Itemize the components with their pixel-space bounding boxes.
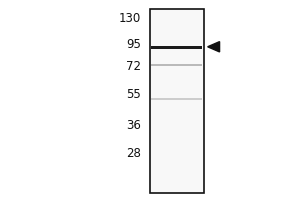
- Text: 36: 36: [126, 119, 141, 132]
- Bar: [152, 98, 202, 100]
- Bar: [150, 9, 204, 193]
- Bar: [152, 64, 202, 66]
- Text: 95: 95: [126, 38, 141, 51]
- Text: 130: 130: [119, 12, 141, 25]
- Bar: [152, 46, 202, 49]
- Text: 72: 72: [126, 60, 141, 73]
- Text: 28: 28: [126, 147, 141, 160]
- Polygon shape: [208, 42, 220, 52]
- Text: 55: 55: [126, 88, 141, 101]
